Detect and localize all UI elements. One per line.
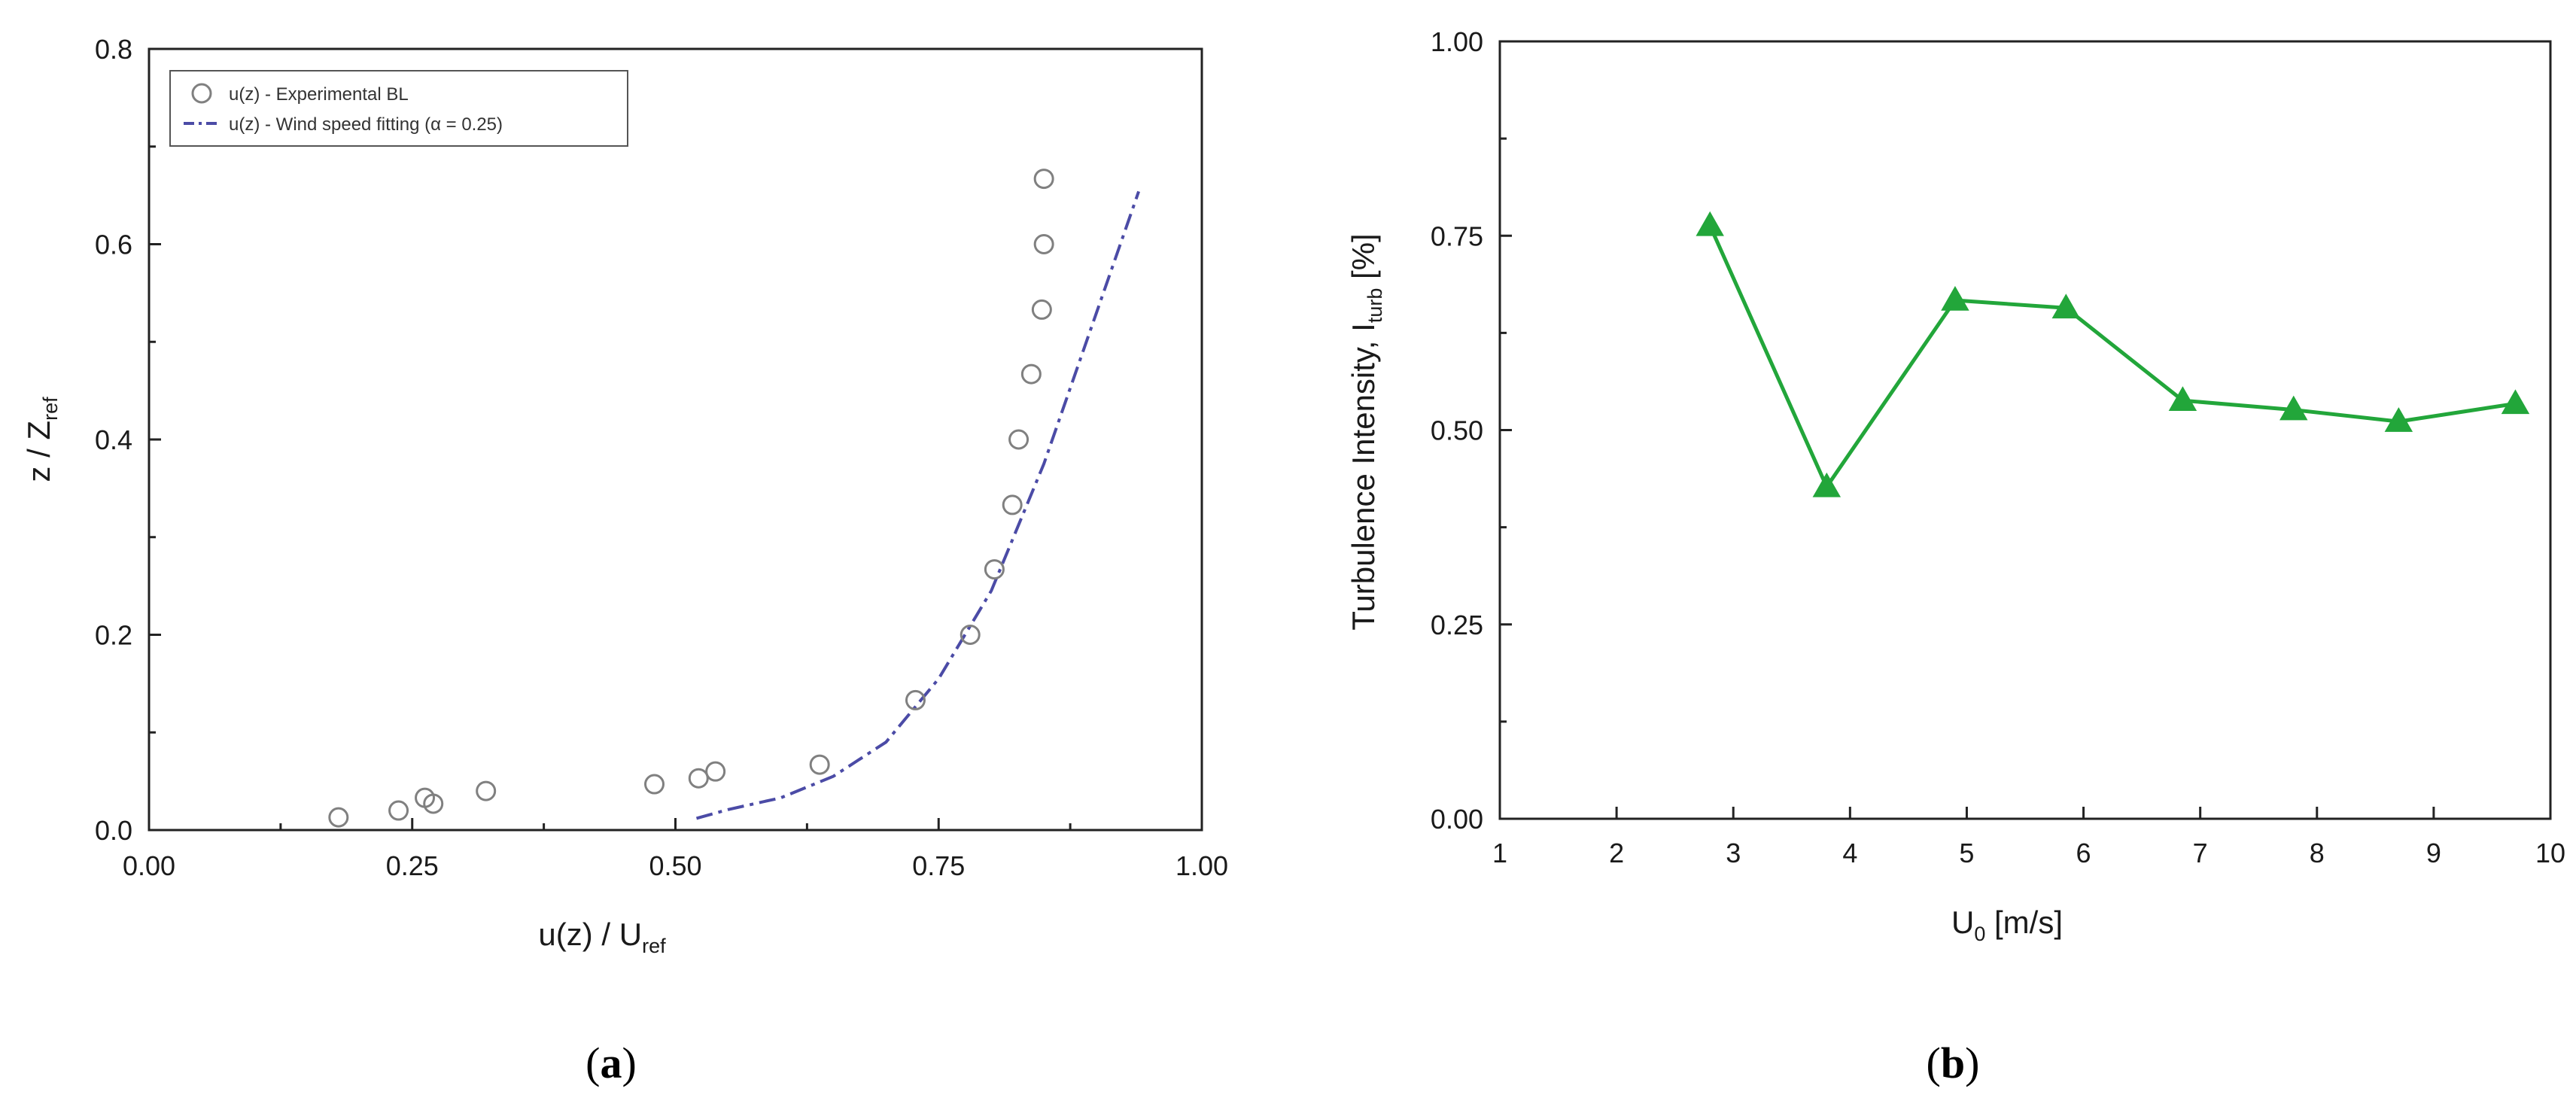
x-tick-label: 5 — [1959, 838, 1974, 868]
x-axis-label-b: U0 [m/s] — [1951, 905, 2063, 945]
data-point-triangle — [1696, 211, 1724, 236]
data-point — [960, 625, 981, 645]
y-tick-labels-a: 0.0 0.2 0.4 0.6 0.8 — [95, 34, 132, 846]
y-tick-label: 0.75 — [1431, 220, 1483, 251]
x-tick-label: 7 — [2193, 838, 2208, 868]
x-tick-label: 0.00 — [123, 850, 175, 881]
data-point — [705, 761, 726, 782]
x-tick-label: 1.00 — [1175, 850, 1228, 881]
chart-panel-b: 1 2 3 4 5 6 7 8 9 10 0.00 0.25 0.50 0.75… — [1346, 26, 2565, 1087]
legend-label-fitting: u(z) - Wind speed fitting (α = 0.25) — [229, 114, 503, 135]
legend-label-experimental: u(z) - Experimental BL — [229, 84, 409, 105]
data-point — [644, 774, 665, 795]
data-point — [388, 800, 409, 821]
y-axis-label-b: Turbulence Intensity, Iturb [%] — [1346, 233, 1386, 630]
x-tick-label: 1 — [1492, 838, 1507, 868]
x-tick-label: 0.25 — [386, 850, 439, 881]
panel-caption-a: (a) — [585, 1039, 637, 1087]
data-point — [423, 793, 444, 814]
tick-marks-a — [148, 47, 1203, 832]
y-tick-labels-b: 0.00 0.25 0.50 0.75 1.00 — [1431, 26, 1483, 835]
legend-marker-circle — [191, 83, 212, 104]
x-tick-label: 4 — [1842, 838, 1857, 868]
legend-box — [169, 70, 628, 147]
y-tick-label: 0.50 — [1431, 415, 1483, 446]
y-tick-label: 0.0 — [95, 815, 132, 846]
legend-a: u(z) - Experimental BL u(z) - Wind speed… — [169, 70, 628, 147]
y-tick-label: 0.8 — [95, 34, 132, 65]
data-point — [476, 780, 497, 801]
data-point — [328, 807, 349, 828]
y-tick-label: 0.25 — [1431, 610, 1483, 640]
x-axis-label-a: u(z) / Uref — [538, 917, 666, 957]
x-tick-labels-b: 1 2 3 4 5 6 7 8 9 10 — [1492, 838, 2565, 868]
data-point — [984, 559, 1005, 580]
y-tick-label: 1.00 — [1431, 26, 1483, 57]
data-point-triangle — [2501, 389, 2530, 415]
data-point — [1033, 169, 1054, 190]
data-point — [1020, 363, 1042, 385]
data-point — [809, 754, 830, 775]
x-tick-label: 9 — [2426, 838, 2441, 868]
x-tick-label: 0.50 — [649, 850, 701, 881]
series-line-wind-speed-fitting — [695, 190, 1140, 820]
data-point — [1031, 299, 1052, 320]
data-point — [1008, 429, 1029, 450]
data-point — [1002, 494, 1023, 515]
series-points-turbulence — [1696, 211, 2530, 497]
x-tick-label: 3 — [1726, 838, 1741, 868]
chart-panel-a: 0.00 0.25 0.50 0.75 1.00 0.0 0.2 0.4 0.6… — [21, 34, 1228, 1087]
y-tick-label: 0.00 — [1431, 804, 1483, 835]
data-point-triangle — [1941, 285, 1969, 311]
data-point-triangle — [2168, 386, 2197, 411]
x-tick-label: 2 — [1609, 838, 1624, 868]
series-points-experimental — [328, 169, 1054, 828]
plot-frame-a — [148, 47, 1203, 832]
x-tick-label: 8 — [2310, 838, 2325, 868]
x-tick-label: 10 — [2535, 838, 2565, 868]
x-tick-label: 6 — [2076, 838, 2091, 868]
data-point-triangle — [2384, 407, 2413, 432]
panel-caption-b: (b) — [1927, 1039, 1980, 1087]
data-point-triangle — [2279, 395, 2308, 421]
data-point — [905, 689, 926, 710]
data-point-triangle — [1812, 472, 1842, 497]
x-tick-labels-a: 0.00 0.25 0.50 0.75 1.00 — [123, 850, 1228, 881]
y-tick-label: 0.6 — [95, 230, 132, 260]
tick-marks-b — [1498, 40, 2552, 820]
y-tick-label: 0.2 — [95, 620, 132, 651]
x-tick-label: 0.75 — [912, 850, 965, 881]
series-line-turbulence — [1708, 224, 2516, 489]
data-point — [1033, 234, 1054, 254]
y-axis-label-a: z / Zref — [21, 397, 62, 482]
data-point — [688, 768, 709, 789]
y-tick-label: 0.4 — [95, 424, 132, 455]
data-point-triangle — [2051, 293, 2081, 319]
